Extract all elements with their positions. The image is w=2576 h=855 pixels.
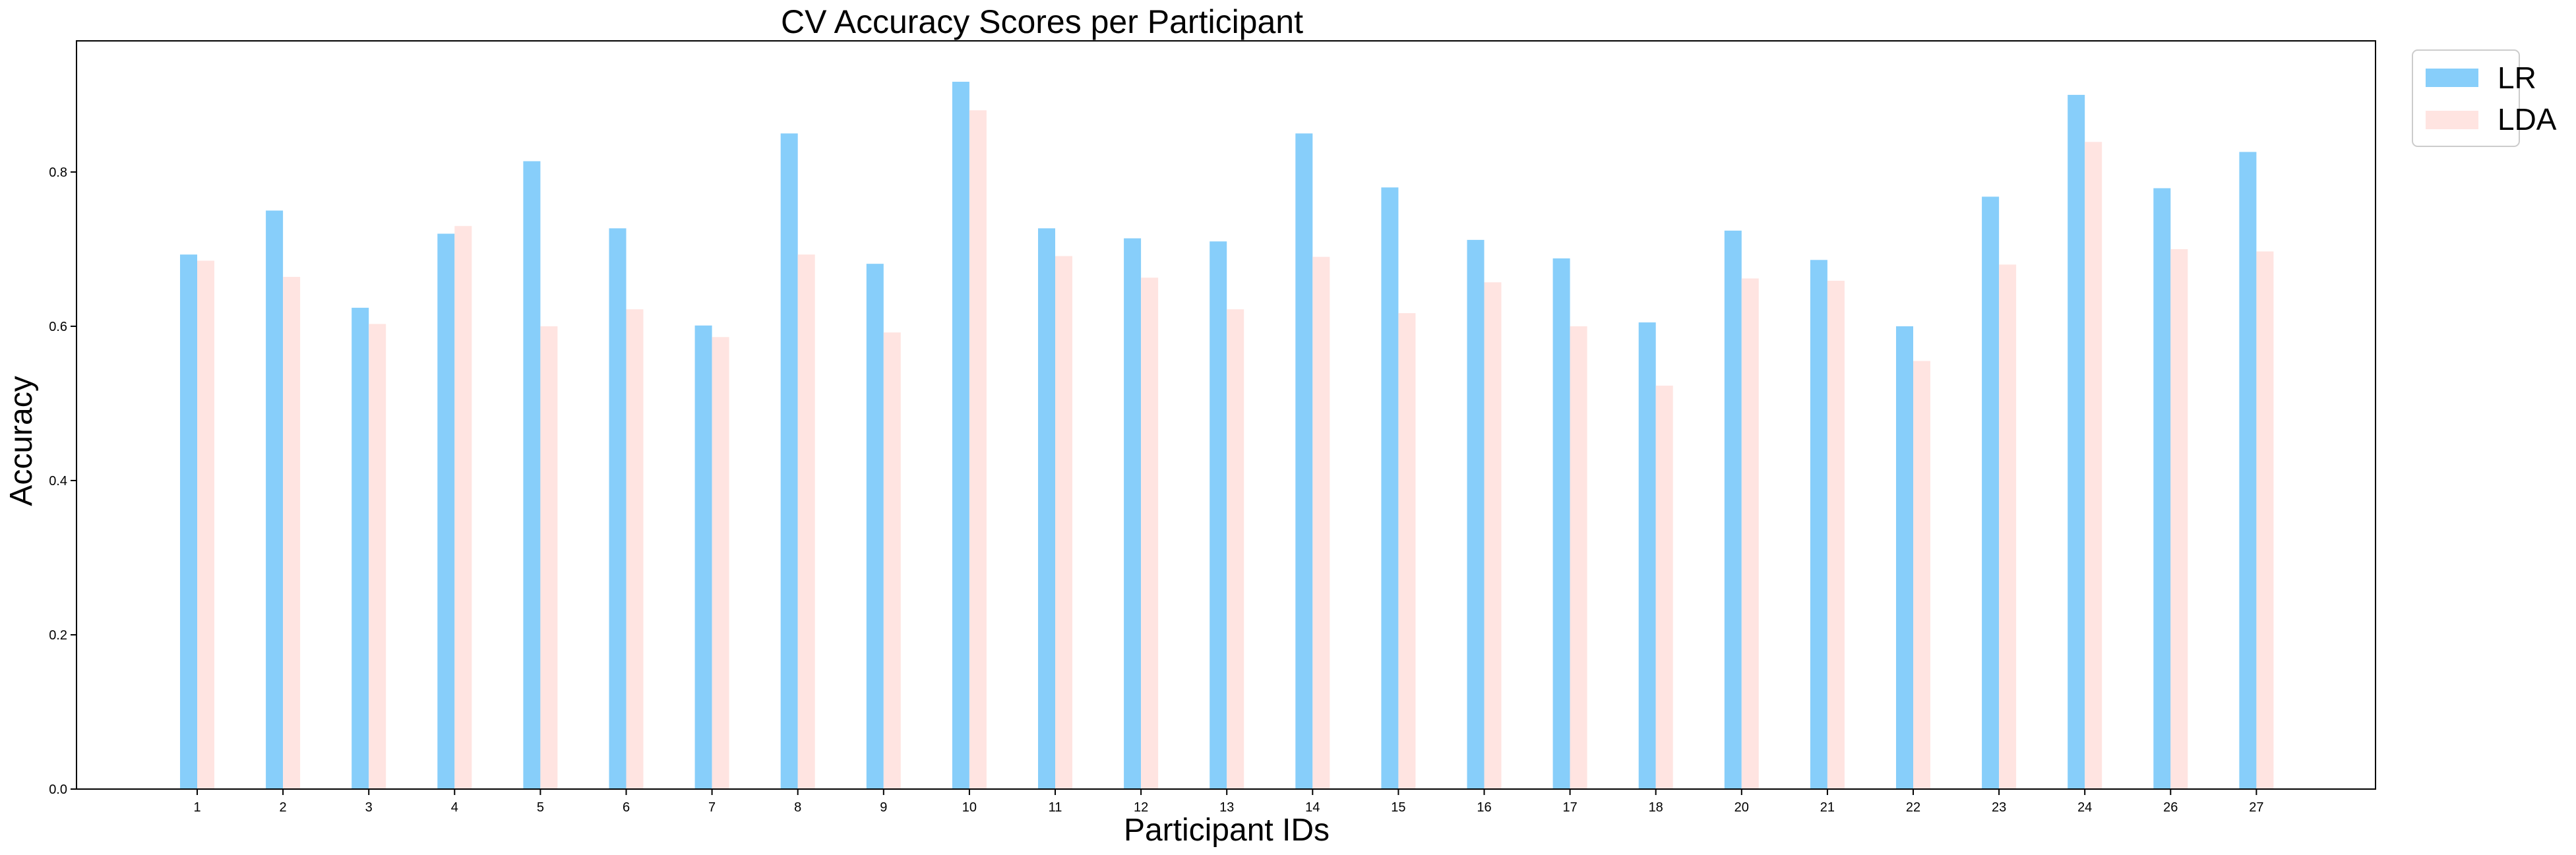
bar-lda	[2170, 249, 2188, 789]
bar-lda	[1655, 386, 1673, 789]
x-tick-label: 24	[2077, 800, 2092, 815]
bar-lda	[1141, 278, 1159, 789]
x-tick-label: 21	[1820, 800, 1835, 815]
bar-lr	[352, 307, 369, 789]
x-tick-label: 22	[1906, 800, 1920, 815]
x-tick-label: 14	[1305, 800, 1320, 815]
bar-lr	[609, 228, 627, 789]
y-tick-label: 0.6	[49, 320, 67, 334]
x-tick-label: 10	[962, 800, 977, 815]
plot-frame	[76, 40, 2376, 790]
bar-lda	[797, 254, 815, 790]
bar-lr	[1467, 239, 1485, 789]
x-tick-label: 8	[794, 800, 801, 815]
bar-lr	[694, 325, 712, 789]
bar-lda	[1913, 361, 1930, 789]
bar-lr	[1295, 133, 1313, 790]
bar-lda	[540, 326, 558, 790]
bar-lda	[1484, 282, 1502, 789]
legend-label-lr: LR	[2498, 61, 2536, 95]
bar-lda	[369, 324, 386, 789]
x-tick-label: 4	[451, 800, 458, 815]
x-tick-label: 27	[2249, 800, 2263, 815]
x-axis-title: Participant IDs	[1124, 813, 1330, 848]
y-tick-label: 0.4	[49, 474, 67, 488]
x-tick-label: 23	[1992, 800, 2006, 815]
plot-area: 0.00.20.40.60.81 2 3 4 5 6 7 8 9 10 11 12 13 14 15 16 17…	[49, 82, 2274, 815]
bar-lr	[1124, 238, 1142, 789]
bar-lr	[1724, 230, 1742, 790]
bar-lr	[180, 254, 197, 790]
bar-lda	[1312, 256, 1330, 789]
bar-lr	[1638, 322, 1656, 789]
x-tick-label: 7	[708, 800, 716, 815]
x-tick-label: 1	[193, 800, 200, 815]
bar-lr	[2068, 94, 2085, 789]
bar-lda	[712, 337, 729, 789]
bar-lda	[1827, 280, 1845, 789]
bar-lr	[866, 264, 884, 789]
x-tick-label: 6	[623, 800, 630, 815]
x-tick-label: 5	[537, 800, 544, 815]
bar-lda	[969, 110, 987, 789]
y-tick-label: 0.0	[49, 782, 67, 797]
x-tick-label: 13	[1219, 800, 1234, 815]
legend-swatch-lr	[2426, 69, 2478, 87]
bar-lda	[626, 309, 644, 789]
bar-lda	[1741, 278, 1759, 790]
bar-lr	[2153, 188, 2171, 789]
bar-lr	[437, 233, 455, 790]
bar-lr	[1381, 187, 1399, 789]
bar-lda	[1570, 326, 1587, 790]
x-tick-label: 15	[1391, 800, 1405, 815]
bar-lda	[1398, 313, 1416, 789]
bar-lr	[1982, 196, 2000, 789]
y-tick-label: 0.2	[49, 628, 67, 643]
bar-lr	[266, 210, 284, 789]
bar-lda	[2256, 251, 2274, 790]
x-tick-label: 26	[2163, 800, 2178, 815]
legend-swatch-lda	[2426, 111, 2478, 129]
bar-lr	[1896, 326, 1913, 790]
bar-lr	[952, 82, 969, 789]
legend-label-lda: LDA	[2498, 102, 2557, 136]
x-tick-label: 2	[280, 800, 287, 815]
bar-lr	[1210, 241, 1227, 789]
y-tick-label: 0.8	[49, 165, 67, 180]
bar-lr	[1038, 228, 1055, 789]
x-tick-label: 11	[1049, 800, 1062, 815]
legend: LR LDA	[2412, 49, 2557, 147]
bar-lda	[1227, 309, 1244, 789]
bar-lr	[2239, 152, 2257, 789]
bar-lr	[780, 133, 798, 790]
x-tick-label: 12	[1134, 800, 1148, 815]
bar-lda	[197, 260, 214, 789]
bar-lda	[283, 277, 301, 790]
bar-lr	[1810, 260, 1827, 789]
x-tick-label: 20	[1734, 800, 1749, 815]
bar-lr	[1552, 258, 1570, 789]
chart-title: CV Accuracy Scores per Participant	[781, 3, 1303, 40]
y-axis-title: Accuracy	[4, 376, 39, 506]
bar-lda	[883, 332, 901, 790]
bar-lda	[1055, 256, 1072, 790]
x-tick-label: 3	[365, 800, 373, 815]
x-tick-label: 18	[1649, 800, 1663, 815]
x-tick-label: 9	[880, 800, 887, 815]
x-tick-label: 17	[1562, 800, 1577, 815]
bar-lda	[2085, 142, 2102, 789]
bar-lda	[1999, 264, 2017, 789]
bar-lr	[523, 161, 541, 790]
x-tick-label: 16	[1477, 800, 1491, 815]
bar-lda	[454, 225, 472, 790]
